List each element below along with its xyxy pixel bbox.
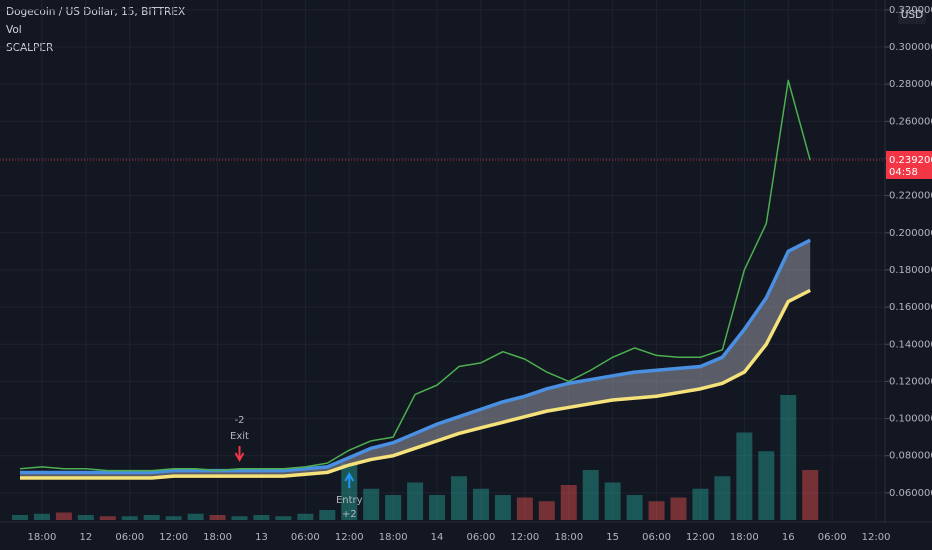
price-label-box [886,150,932,179]
y-tick-label: 0.14000000 [889,339,932,350]
y-tick-label: 0.20000000 [889,228,932,239]
trade-quantity: +2 [342,509,357,520]
currency-box[interactable] [898,6,926,24]
x-tick-label: 14 [431,532,444,543]
volume-bar [165,516,182,520]
x-tick-label: 18:00 [379,532,408,543]
volume-bar [429,495,446,520]
volume-bar [143,515,160,520]
volume-bar [802,470,819,520]
y-tick-label: 0.18000000 [889,265,932,276]
volume-bar [516,497,533,520]
series-line [19,79,811,472]
volume-bar [363,488,380,520]
volume-bar [12,515,28,520]
volume-bar [297,513,314,520]
y-tick-label: 0.32000000 [889,5,932,16]
y-tick-label: 0.16000000 [889,302,932,313]
volume-bar [670,497,687,520]
x-tick-label: 06:00 [642,532,671,543]
grid [0,0,885,520]
volume-bar [341,463,358,520]
volume-bar [582,470,599,520]
volume-bar [648,501,665,520]
volume-bar [451,476,467,520]
x-tick-label: 06:00 [115,532,144,543]
x-tick-label: 13 [255,532,268,543]
x-tick-label: 12:00 [335,532,364,543]
x-tick-label: 06:00 [467,532,496,543]
y-tick-label: 0.12000000 [889,376,932,387]
x-tick-label: 12:00 [159,532,188,543]
volume-bar [99,516,116,520]
x-tick-label: 12:00 [510,532,539,543]
volume-bar [231,516,248,520]
volume-bar [604,482,621,520]
y-tick-label: 0.10000000 [889,414,932,425]
x-tick-label: 12:00 [862,532,891,543]
entry-arrow [344,471,355,488]
volume-bar [275,516,292,520]
volume-bar [121,516,138,520]
volume-bar [209,515,226,520]
volume-bar [736,432,753,520]
indicator-label: SCALPER [6,42,53,54]
x-tick-label: 12 [79,532,92,543]
volume-bar [33,513,50,520]
y-tick-label: 0.30000000 [889,42,932,53]
exit-arrow [234,446,245,463]
x-tick-label: 16 [782,532,795,543]
trade-label: Entry [336,495,363,506]
y-tick-label: 0.22000000 [889,191,932,202]
price-label: 0.23920000 [889,155,932,166]
x-tick-label: 18:00 [203,532,232,543]
trade-quantity: -2 [235,415,245,426]
volume-bar [626,495,643,520]
chart-title: Dogecoin / US Dollar, 15, BITTREX [6,6,185,18]
volume-bar [407,482,424,520]
x-tick-label: 06:00 [818,532,847,543]
volume-bar [77,515,94,520]
series-line [20,288,811,480]
price-countdown: 04:58 [889,167,918,178]
x-tick-label: 06:00 [291,532,320,543]
y-tick-label: 0.08000000 [889,451,932,462]
x-tick-label: 12:00 [686,532,715,543]
volume-bar [560,485,577,520]
x-tick-label: 18:00 [730,532,759,543]
x-tick-label: 15 [606,532,619,543]
volume-bar [692,488,709,520]
volume-bar [253,515,270,520]
x-tick-label: 18:00 [28,532,57,543]
y-tick-label: 0.28000000 [889,79,932,90]
y-tick-label: 0.06000000 [889,488,932,499]
volume-bar [385,495,402,520]
x-tick-label: 18:00 [554,532,583,543]
series-line [20,238,811,475]
volume-bar [55,512,72,520]
volume-bar [780,395,797,520]
volume-bar [494,495,511,520]
indicator-label: Vol [6,24,22,36]
volume-bar [319,510,336,520]
volume-bar [538,501,555,520]
volume-bar [758,451,775,520]
currency[interactable]: USD [901,9,923,21]
y-tick-label: 0.26000000 [889,116,932,127]
trade-label: Exit [230,431,249,442]
volume-bar [187,513,204,520]
volume-bar [714,476,731,520]
volume-bar [472,488,489,520]
